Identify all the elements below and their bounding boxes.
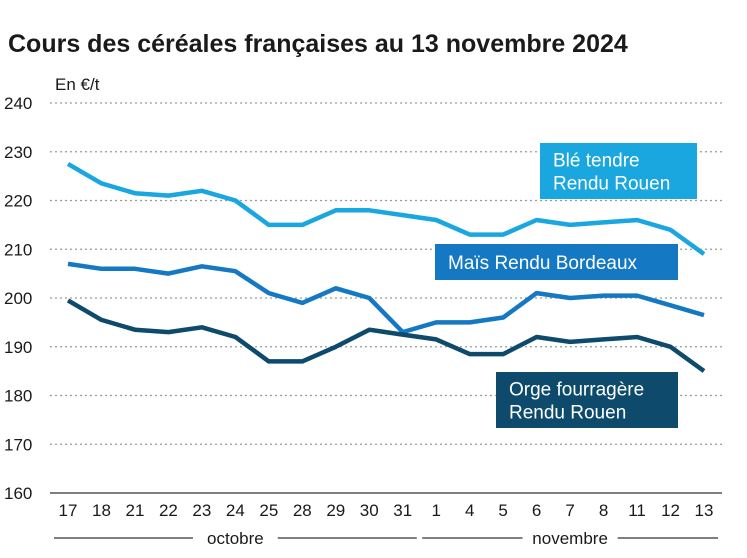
y-tick-label: 230 xyxy=(4,143,32,162)
x-tick-label: 1 xyxy=(431,501,440,520)
x-tick-label: 22 xyxy=(159,501,178,520)
x-tick-label: 12 xyxy=(661,501,680,520)
x-tick-label: 5 xyxy=(498,501,507,520)
x-tick-label: 17 xyxy=(59,501,78,520)
month-label: novembre xyxy=(532,529,608,548)
x-tick-label: 11 xyxy=(628,501,646,520)
series-lines xyxy=(66,161,706,373)
y-tick-label: 200 xyxy=(4,289,32,308)
x-tick-label: 28 xyxy=(293,501,312,520)
month-groups: octobre novembre xyxy=(54,529,718,548)
x-tick-label: 8 xyxy=(599,501,608,520)
x-axis-ticks: 17 18 21 22 23 24 25 28 29 30 31 1 4 5 6 7 8 11 12 13 xyxy=(59,501,714,520)
series-line-2 xyxy=(66,298,706,373)
y-tick-label: 160 xyxy=(4,484,32,503)
series-line-0 xyxy=(66,161,706,256)
gridlines xyxy=(50,102,722,494)
x-tick-label: 23 xyxy=(192,501,211,520)
x-tick-label: 29 xyxy=(326,501,345,520)
series-label-text: Orge fourragère xyxy=(509,380,644,401)
y-tick-label: 170 xyxy=(4,435,32,454)
y-tick-label: 240 xyxy=(4,94,32,113)
series-label-box-2 xyxy=(496,372,678,428)
series-label-text: Maïs Rendu Bordeaux xyxy=(448,253,638,274)
x-tick-label: 7 xyxy=(565,501,574,520)
y-tick-label: 180 xyxy=(4,387,32,406)
month-label: octobre xyxy=(207,529,264,548)
chart-title: Cours des céréales françaises au 13 nove… xyxy=(8,30,628,58)
x-tick-label: 30 xyxy=(360,501,379,520)
series-label-text: Rendu Rouen xyxy=(509,403,626,424)
x-tick-label: 25 xyxy=(259,501,278,520)
y-tick-label: 220 xyxy=(4,192,32,211)
y-axis-ticks: 160 170 180 190 200 210 220 230 240 xyxy=(4,94,32,503)
series-label-text: Rendu Rouen xyxy=(553,174,670,195)
series-label-box-0 xyxy=(540,143,697,199)
x-tick-label: 31 xyxy=(393,501,412,520)
x-tick-label: 13 xyxy=(695,501,714,520)
y-tick-label: 190 xyxy=(4,338,32,357)
x-tick-label: 18 xyxy=(92,501,111,520)
x-tick-label: 6 xyxy=(532,501,541,520)
y-tick-label: 210 xyxy=(4,240,32,259)
x-tick-label: 24 xyxy=(226,501,245,520)
series-label-text: Blé tendre xyxy=(553,151,640,172)
series-line-1 xyxy=(67,261,705,335)
y-axis-unit-label: En €/t xyxy=(55,75,100,94)
series-label-box-1 xyxy=(435,244,678,280)
x-tick-label: 21 xyxy=(125,501,144,520)
x-tick-label: 4 xyxy=(465,501,474,520)
